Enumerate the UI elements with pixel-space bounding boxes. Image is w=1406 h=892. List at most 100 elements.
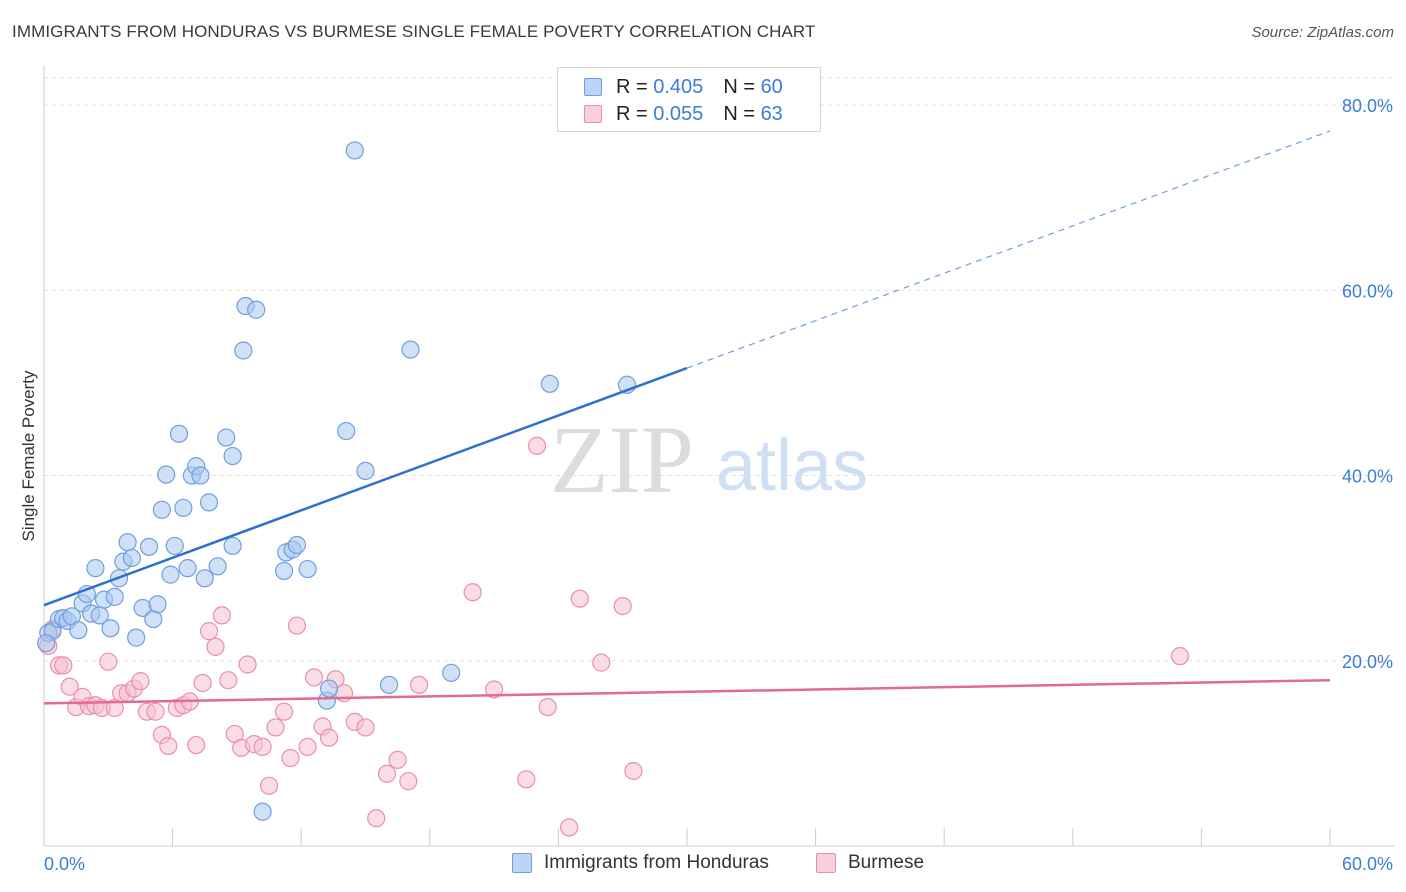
burmese-point — [131, 672, 150, 691]
legend-label-honduras: Immigrants from Honduras — [544, 852, 769, 873]
y-axis-label: Single Female Poverty — [19, 370, 38, 542]
honduras-point — [165, 536, 184, 556]
honduras-point — [401, 340, 420, 359]
y-tick-label: 20.0% — [1342, 652, 1393, 672]
honduras-point — [101, 619, 120, 638]
burmese-point — [538, 697, 557, 717]
honduras-point — [540, 374, 559, 393]
legend-row-honduras: R = 0.405 N = 60 — [584, 75, 783, 99]
burmese-point — [238, 655, 257, 674]
burmese-point — [367, 809, 386, 828]
honduras-point — [345, 141, 364, 160]
honduras-point — [37, 634, 56, 653]
legend-n-value: 60 — [760, 75, 783, 98]
burmese-point — [212, 606, 231, 625]
burmese-point — [193, 673, 212, 693]
honduras-point — [208, 557, 227, 576]
honduras-point — [122, 548, 141, 568]
y-tick-label: 40.0% — [1342, 467, 1393, 487]
honduras-point — [178, 559, 197, 578]
burmese-point — [266, 718, 285, 737]
burmese-point — [592, 653, 611, 672]
honduras-points — [37, 141, 637, 821]
burmese-point — [388, 750, 407, 769]
honduras-point — [274, 561, 294, 581]
y-tick-label: 60.0% — [1342, 281, 1393, 301]
legend-r-label: R = — [616, 102, 654, 125]
honduras-point — [442, 663, 461, 682]
honduras-point — [253, 802, 272, 821]
burmese-point — [274, 702, 294, 721]
burmese-point — [485, 680, 504, 699]
honduras-point — [152, 500, 171, 519]
burmese-point — [219, 671, 238, 690]
x-tick-label: 0.0% — [44, 854, 85, 874]
legend-n-label: N = — [723, 75, 761, 98]
burmese-point — [517, 770, 536, 789]
burmese-point — [159, 736, 178, 756]
honduras-point — [356, 461, 375, 480]
honduras-point — [127, 628, 146, 647]
honduras-point — [337, 421, 356, 441]
honduras-point — [217, 428, 236, 447]
watermark: ZIP atlas — [550, 406, 868, 513]
burmese-point — [377, 764, 397, 783]
trend-lines — [43, 130, 1331, 705]
burmese-point — [613, 597, 632, 616]
honduras-point — [69, 621, 88, 640]
honduras-point — [105, 587, 124, 606]
honduras-point — [174, 498, 193, 518]
legend-item-honduras[interactable]: Immigrants from Honduras — [512, 852, 769, 874]
watermark-zip: ZIP — [550, 406, 694, 513]
honduras-point — [161, 565, 180, 584]
honduras-point — [195, 569, 214, 588]
x-tick-label: 60.0% — [1342, 854, 1393, 874]
legend-n-label: N = — [723, 102, 761, 125]
burmese-point — [624, 761, 643, 781]
burmese-point — [199, 622, 219, 641]
burmese-point — [287, 616, 307, 635]
burmese-point — [409, 675, 429, 694]
legend-r-value: 0.055 — [653, 102, 704, 125]
honduras-point — [223, 446, 242, 466]
honduras-point — [287, 535, 307, 555]
chart-title: IMMIGRANTS FROM HONDURAS VS BURMESE SING… — [12, 22, 816, 41]
source-label: Source: ZipAtlas.com — [1251, 24, 1394, 41]
honduras-trend-line — [43, 366, 688, 607]
y-tick-label: 80.0% — [1342, 96, 1393, 116]
burmese-point — [146, 702, 165, 721]
legend-r-label: R = — [616, 75, 654, 98]
burmese-point — [463, 583, 482, 602]
legend-item-burmese[interactable]: Burmese — [816, 852, 924, 874]
honduras-point — [157, 465, 176, 484]
honduras-point — [139, 537, 159, 556]
honduras-point — [319, 679, 339, 698]
burmese-point — [54, 656, 73, 675]
axis-layer — [43, 66, 1394, 847]
burmese-point — [1170, 647, 1190, 666]
burmese-point — [399, 772, 418, 791]
burmese-point — [253, 737, 272, 756]
honduras-trend-extension — [686, 130, 1331, 369]
burmese-point — [60, 677, 79, 696]
legend-n-value: 63 — [760, 102, 783, 125]
burmese-point — [206, 637, 225, 656]
honduras-point — [298, 559, 317, 579]
watermark-atlas: atlas — [716, 426, 868, 506]
legend-swatch-burmese — [584, 105, 602, 123]
honduras-point — [118, 533, 137, 552]
burmese-point — [187, 735, 206, 755]
honduras-point — [86, 559, 105, 578]
burmese-point — [527, 436, 547, 455]
burmese-point — [281, 748, 300, 768]
burmese-point — [298, 737, 317, 756]
honduras-point — [169, 424, 189, 443]
honduras-point — [191, 466, 210, 485]
honduras-point — [148, 595, 167, 614]
grid-layer — [44, 77, 1394, 662]
axis-labels: 20.0% 40.0% 60.0% 80.0% 0.0% 60.0% Single Fema… — [19, 96, 1393, 874]
series-legend: Immigrants from Honduras Burmese — [0, 852, 1406, 878]
honduras-point — [379, 675, 399, 694]
honduras-point — [223, 536, 242, 556]
burmese-point — [570, 589, 589, 608]
